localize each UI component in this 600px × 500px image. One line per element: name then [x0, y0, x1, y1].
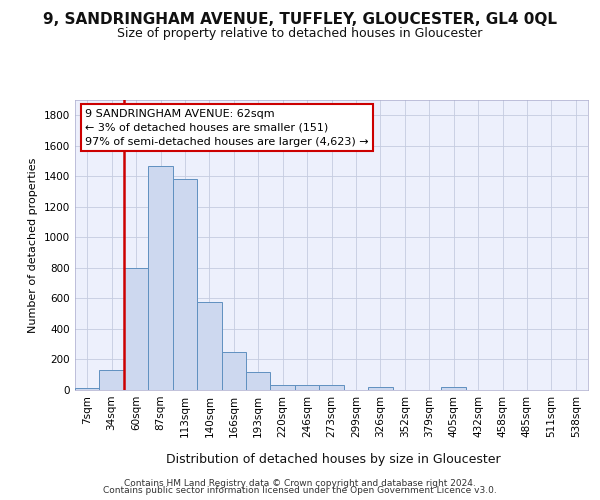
Text: Distribution of detached houses by size in Gloucester: Distribution of detached houses by size …: [166, 452, 500, 466]
Text: 9, SANDRINGHAM AVENUE, TUFFLEY, GLOUCESTER, GL4 0QL: 9, SANDRINGHAM AVENUE, TUFFLEY, GLOUCEST…: [43, 12, 557, 28]
Text: Contains HM Land Registry data © Crown copyright and database right 2024.: Contains HM Land Registry data © Crown c…: [124, 478, 476, 488]
Bar: [295, 386, 319, 390]
Text: Size of property relative to detached houses in Gloucester: Size of property relative to detached ho…: [118, 28, 482, 40]
Bar: [319, 386, 344, 390]
Bar: [442, 387, 466, 390]
Bar: [173, 180, 197, 390]
Bar: [368, 387, 392, 390]
Y-axis label: Number of detached properties: Number of detached properties: [28, 158, 38, 332]
Bar: [221, 352, 246, 390]
Bar: [271, 384, 295, 390]
Bar: [197, 302, 221, 390]
Bar: [100, 370, 124, 390]
Bar: [124, 268, 148, 390]
Text: Contains public sector information licensed under the Open Government Licence v3: Contains public sector information licen…: [103, 486, 497, 495]
Bar: [75, 388, 100, 390]
Bar: [246, 372, 271, 390]
Text: 9 SANDRINGHAM AVENUE: 62sqm
← 3% of detached houses are smaller (151)
97% of sem: 9 SANDRINGHAM AVENUE: 62sqm ← 3% of deta…: [85, 108, 369, 146]
Bar: [148, 166, 173, 390]
